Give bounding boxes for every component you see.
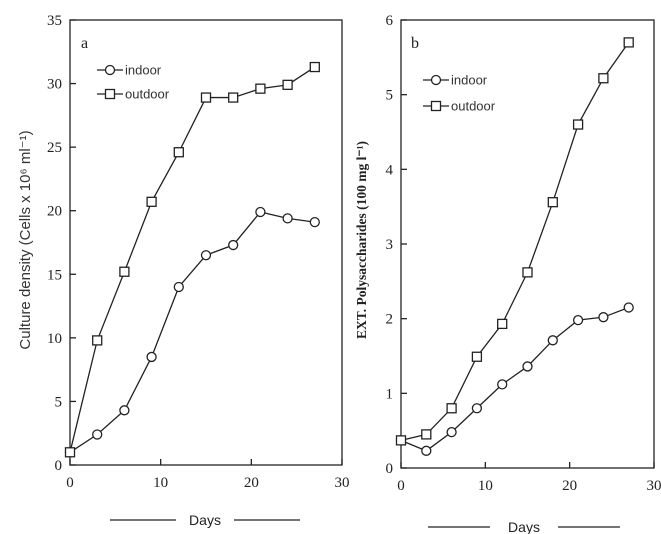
- legend-marker-indoor-a: [104, 64, 116, 76]
- data-point-indoor-a: [282, 213, 293, 224]
- y-tick-label-a: 35: [47, 13, 62, 29]
- data-point-indoor-a: [228, 239, 239, 251]
- legend-label-indoor-b: indoor: [451, 73, 488, 88]
- x-tick-label-b: 0: [397, 478, 405, 494]
- y-tick-label-b: 0: [386, 461, 394, 477]
- y-axis-label-a: Culture density (Cells x 10⁶ ml⁻¹): [17, 130, 34, 349]
- panel-a: a Culture density (Cells x 10⁶ ml⁻¹) Day…: [17, 13, 350, 528]
- data-point-indoor-b: [446, 427, 457, 438]
- x-tick-label-b: 30: [647, 478, 661, 494]
- plot-frame-a: [69, 19, 343, 466]
- x-tick-label-a: 10: [153, 475, 168, 491]
- panel-label-a: a: [81, 35, 88, 52]
- data-point-outdoor-a: [255, 83, 266, 94]
- panel-label-b: b: [411, 35, 419, 52]
- data-point-outdoor-b: [623, 37, 634, 48]
- series-line-indoor-b: [400, 306, 629, 452]
- data-point-outdoor-b: [547, 197, 558, 208]
- series-b: [395, 37, 634, 456]
- data-point-outdoor-b: [395, 435, 407, 446]
- data-point-outdoor-a: [200, 92, 212, 103]
- data-point-outdoor-a: [173, 147, 184, 158]
- data-point-outdoor-b: [471, 351, 483, 362]
- y-axis-label-b: EXT. Polysaccharides (100 mg l⁻¹): [354, 141, 369, 339]
- x-tick-label-a: 0: [66, 475, 74, 491]
- data-point-outdoor-a: [282, 79, 293, 90]
- data-point-indoor-b: [572, 315, 584, 326]
- data-point-indoor-a: [92, 429, 103, 440]
- data-point-outdoor-b: [421, 429, 432, 440]
- data-point-indoor-a: [255, 206, 266, 218]
- x-tick-label-a: 30: [335, 475, 350, 491]
- data-point-outdoor-b: [497, 318, 508, 330]
- x-tick-label-a: 20: [244, 475, 259, 491]
- series-line-outdoor-b: [400, 42, 630, 442]
- y-tick-label-a: 15: [47, 267, 62, 283]
- data-point-outdoor-b: [522, 267, 533, 278]
- legend-label-outdoor-a: outdoor: [125, 87, 170, 102]
- data-point-indoor-a: [309, 217, 320, 228]
- data-point-indoor-b: [598, 312, 609, 323]
- y-tick-label-a: 10: [47, 331, 62, 347]
- x-axis-label-a: Days: [189, 512, 221, 528]
- data-point-indoor-b: [471, 403, 483, 414]
- data-point-indoor-b: [547, 335, 558, 346]
- series-line-indoor-a: [69, 211, 315, 453]
- data-point-indoor-a: [119, 405, 130, 416]
- legend-b: indoor outdoor: [423, 73, 496, 114]
- y-tick-label-b: 4: [386, 162, 394, 178]
- legend-marker-indoor-b: [430, 74, 442, 86]
- y-tick-label-a: 25: [47, 140, 62, 156]
- panel-b: b EXT. Polysaccharides (100 mg l⁻¹) Days…: [354, 13, 661, 534]
- data-point-indoor-a: [173, 281, 184, 293]
- legend-marker-outdoor-a: [104, 88, 116, 100]
- series-a: [64, 61, 320, 458]
- y-tick-label-a: 5: [55, 394, 63, 410]
- x-axis-label-b: Days: [508, 519, 540, 534]
- legend-label-indoor-a: indoor: [125, 63, 162, 78]
- data-point-outdoor-a: [146, 196, 157, 207]
- y-tick-label-b: 2: [386, 312, 394, 328]
- ticks-a: 0 10 20 30 0 5 10 15 20 25 30 35: [47, 13, 350, 491]
- plot-frame-b: [400, 19, 655, 469]
- y-tick-label-b: 6: [386, 13, 394, 29]
- data-point-outdoor-b: [598, 73, 609, 84]
- data-point-outdoor-b: [572, 119, 584, 130]
- data-point-indoor-b: [522, 361, 533, 372]
- ticks-b: 0 10 20 30 0 1 2 3 4 5 6: [386, 13, 661, 494]
- y-tick-label-a: 20: [47, 204, 62, 220]
- x-axis-title-a: Days: [110, 512, 300, 528]
- legend-marker-outdoor-b: [430, 100, 442, 112]
- data-point-indoor-b: [421, 445, 432, 456]
- x-axis-title-b: Days: [428, 519, 620, 534]
- y-tick-label-a: 0: [55, 458, 63, 474]
- data-point-outdoor-a: [64, 447, 76, 458]
- data-point-outdoor-a: [309, 61, 320, 73]
- data-point-indoor-a: [200, 250, 212, 261]
- data-point-indoor-b: [623, 302, 634, 313]
- data-point-outdoor-a: [228, 92, 239, 103]
- legend-a: indoor outdoor: [97, 63, 170, 102]
- x-tick-label-b: 10: [478, 478, 493, 494]
- data-point-outdoor-b: [446, 403, 457, 414]
- data-point-indoor-b: [497, 379, 508, 390]
- legend-label-outdoor-b: outdoor: [451, 99, 496, 114]
- y-tick-label-b: 5: [386, 88, 394, 104]
- series-line-outdoor-a: [69, 66, 316, 453]
- y-tick-label-b: 1: [386, 386, 394, 402]
- data-point-outdoor-a: [119, 266, 130, 277]
- data-point-indoor-a: [146, 351, 157, 363]
- y-tick-label-a: 30: [47, 77, 62, 93]
- x-tick-label-b: 20: [562, 478, 577, 494]
- data-point-outdoor-a: [92, 335, 103, 346]
- y-tick-label-b: 3: [386, 237, 394, 253]
